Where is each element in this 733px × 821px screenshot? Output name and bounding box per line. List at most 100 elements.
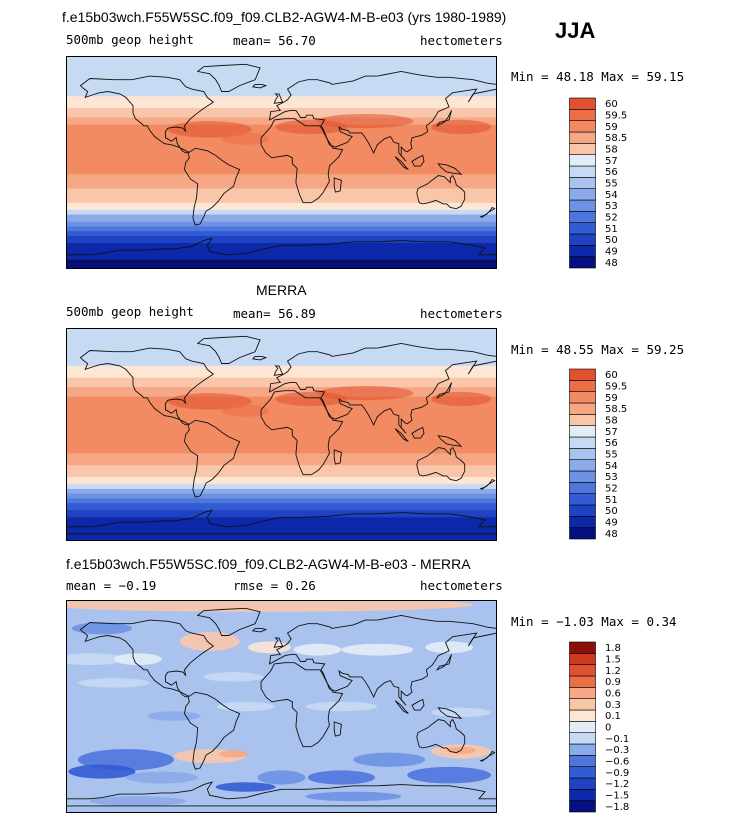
coastline (437, 435, 463, 447)
coastline (411, 154, 425, 167)
field-anomaly (431, 391, 492, 407)
coastline (435, 382, 452, 399)
field-band (66, 224, 497, 227)
colorbar-box (569, 709, 596, 722)
field-anomaly (89, 796, 186, 806)
colorbar-box (569, 800, 596, 813)
field-anomaly (431, 119, 492, 135)
colorbar-tick-label: −1.5 (605, 791, 629, 802)
field-band (66, 145, 497, 149)
field-band (66, 455, 497, 459)
field-band (66, 238, 497, 242)
field-anomaly (147, 711, 201, 721)
coastline (480, 206, 496, 218)
field-band (66, 60, 497, 64)
field-band (66, 115, 497, 119)
field-anomaly (125, 771, 198, 784)
field-band (66, 202, 497, 206)
colorbar-box (569, 698, 596, 711)
colorbar-tick-label: 58.5 (605, 133, 627, 144)
colorbar-tick-label: 58 (605, 416, 618, 427)
field-anomaly (179, 631, 240, 651)
field-band (66, 477, 497, 481)
field-band (66, 538, 497, 541)
field-band (66, 420, 497, 424)
coastline (260, 390, 344, 476)
panel2-map (66, 328, 497, 541)
colorbar-box (569, 766, 596, 779)
colorbar-box (569, 368, 596, 381)
field-band (66, 531, 497, 535)
coastline (251, 83, 268, 89)
field-band (66, 96, 497, 100)
field-band (66, 491, 497, 495)
coastline (416, 718, 466, 754)
field-band (66, 391, 497, 395)
field-band (66, 498, 497, 502)
field-band (66, 67, 497, 71)
field-band (66, 422, 497, 426)
colorbar-box (569, 380, 596, 392)
field-band (66, 181, 497, 185)
field-band (66, 261, 497, 265)
field-anomaly (66, 600, 473, 612)
field-band (66, 257, 497, 261)
colorbar-box (569, 789, 596, 801)
field-band (66, 479, 497, 483)
coastline (66, 237, 497, 263)
field-band (66, 488, 497, 492)
field-band (66, 382, 497, 386)
field-band (66, 486, 497, 490)
field-band (66, 205, 497, 209)
colorbar-tick-label: 1.8 (605, 643, 621, 654)
field-band (66, 160, 497, 164)
field-band (66, 136, 497, 140)
field-band (66, 363, 497, 367)
field-band (66, 112, 497, 116)
coastline (184, 691, 241, 770)
field-band (66, 188, 497, 192)
colorbar-box (569, 732, 596, 745)
colorbar-tick-label: 58 (605, 145, 618, 156)
field-anomaly (221, 132, 270, 145)
field-band (66, 141, 497, 145)
colorbar-box (569, 425, 596, 438)
map-frame (66, 328, 497, 541)
panel3-colorbar: −1.8−1.5−1.2−0.9−0.6−0.3−0.100.10.30.60.… (569, 641, 629, 813)
field-band (66, 84, 497, 88)
field-band (66, 503, 497, 507)
field-anomaly (407, 766, 492, 784)
panel3-rmse-label: rmse = 0.26 (233, 578, 316, 593)
field-band (66, 380, 497, 384)
colorbar-tick-label: 57 (605, 156, 618, 167)
panel2-mean-label: mean= 56.89 (233, 306, 316, 321)
panel3-mean-label: mean = −0.19 (66, 578, 157, 593)
field-anomaly (66, 653, 126, 666)
field-band (66, 82, 497, 85)
coastline (273, 93, 284, 104)
field-band (66, 119, 497, 123)
colorbar-box (569, 211, 596, 223)
field-bands (66, 56, 497, 269)
field-band (66, 448, 497, 452)
field-band (66, 56, 497, 59)
field-band (66, 481, 497, 485)
colorbar-tick-label: −0.1 (605, 734, 629, 745)
colorbar-tick-label: 60 (605, 99, 618, 110)
field-band (66, 441, 497, 445)
field-band (66, 346, 497, 350)
panel1-variable-label: 500mb geop height (66, 32, 194, 47)
field-band (66, 514, 497, 518)
field-band (66, 252, 497, 256)
colorbar-box (569, 687, 596, 699)
field-band (66, 427, 497, 431)
coastline (184, 147, 241, 226)
colorbar-box (569, 233, 596, 246)
field-band (66, 526, 497, 530)
colorbar-box (569, 436, 596, 449)
colorbar-box (569, 131, 596, 144)
field-band (66, 153, 497, 156)
colorbar-box (569, 188, 596, 201)
field-band (66, 214, 497, 218)
